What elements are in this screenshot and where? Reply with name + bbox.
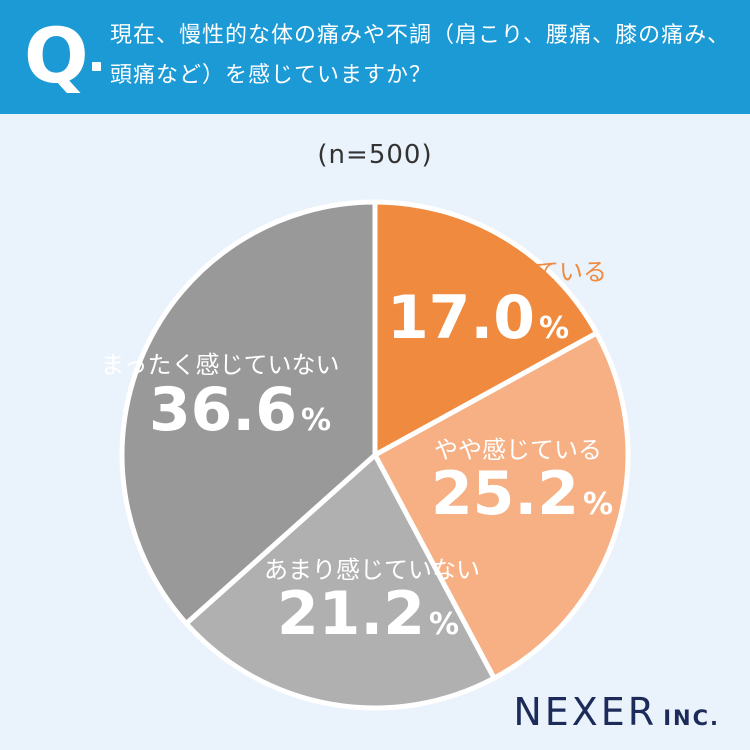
pie-slice-4 bbox=[119, 199, 378, 627]
nexer-logo: NEXER INC. bbox=[513, 690, 720, 734]
slice-value-2: 25.2% bbox=[431, 459, 613, 529]
pie-slice-2 bbox=[372, 330, 631, 681]
question-text: 現在、慢性的な体の痛みや不調（肩こり、腰痛、膝の痛み、頭痛など）を感じていますか… bbox=[110, 23, 731, 88]
slice-label-4: まったく感じていない bbox=[100, 351, 339, 379]
logo-sub: INC. bbox=[663, 706, 720, 730]
slice-label-1: とても感じている bbox=[417, 258, 607, 286]
logo-main: NEXER bbox=[513, 690, 658, 734]
question-header: Q 現在、慢性的な体の痛みや不調（肩こり、腰痛、膝の痛み、頭痛など）を感じていま… bbox=[0, 0, 750, 114]
slice-value-1: 17.0% bbox=[387, 283, 569, 353]
pie-slice-3 bbox=[183, 452, 497, 711]
q-letter: Q bbox=[24, 11, 89, 100]
sample-size-label: (n=500) bbox=[317, 140, 433, 170]
slice-value-3: 21.2% bbox=[277, 579, 459, 649]
slice-value-4: 36.6% bbox=[149, 375, 331, 445]
slice-label-2: やや感じている bbox=[434, 436, 602, 464]
pie-slice-1 bbox=[372, 199, 600, 458]
q-dot bbox=[92, 62, 101, 71]
slice-label-3: あまり感じていない bbox=[264, 556, 480, 584]
